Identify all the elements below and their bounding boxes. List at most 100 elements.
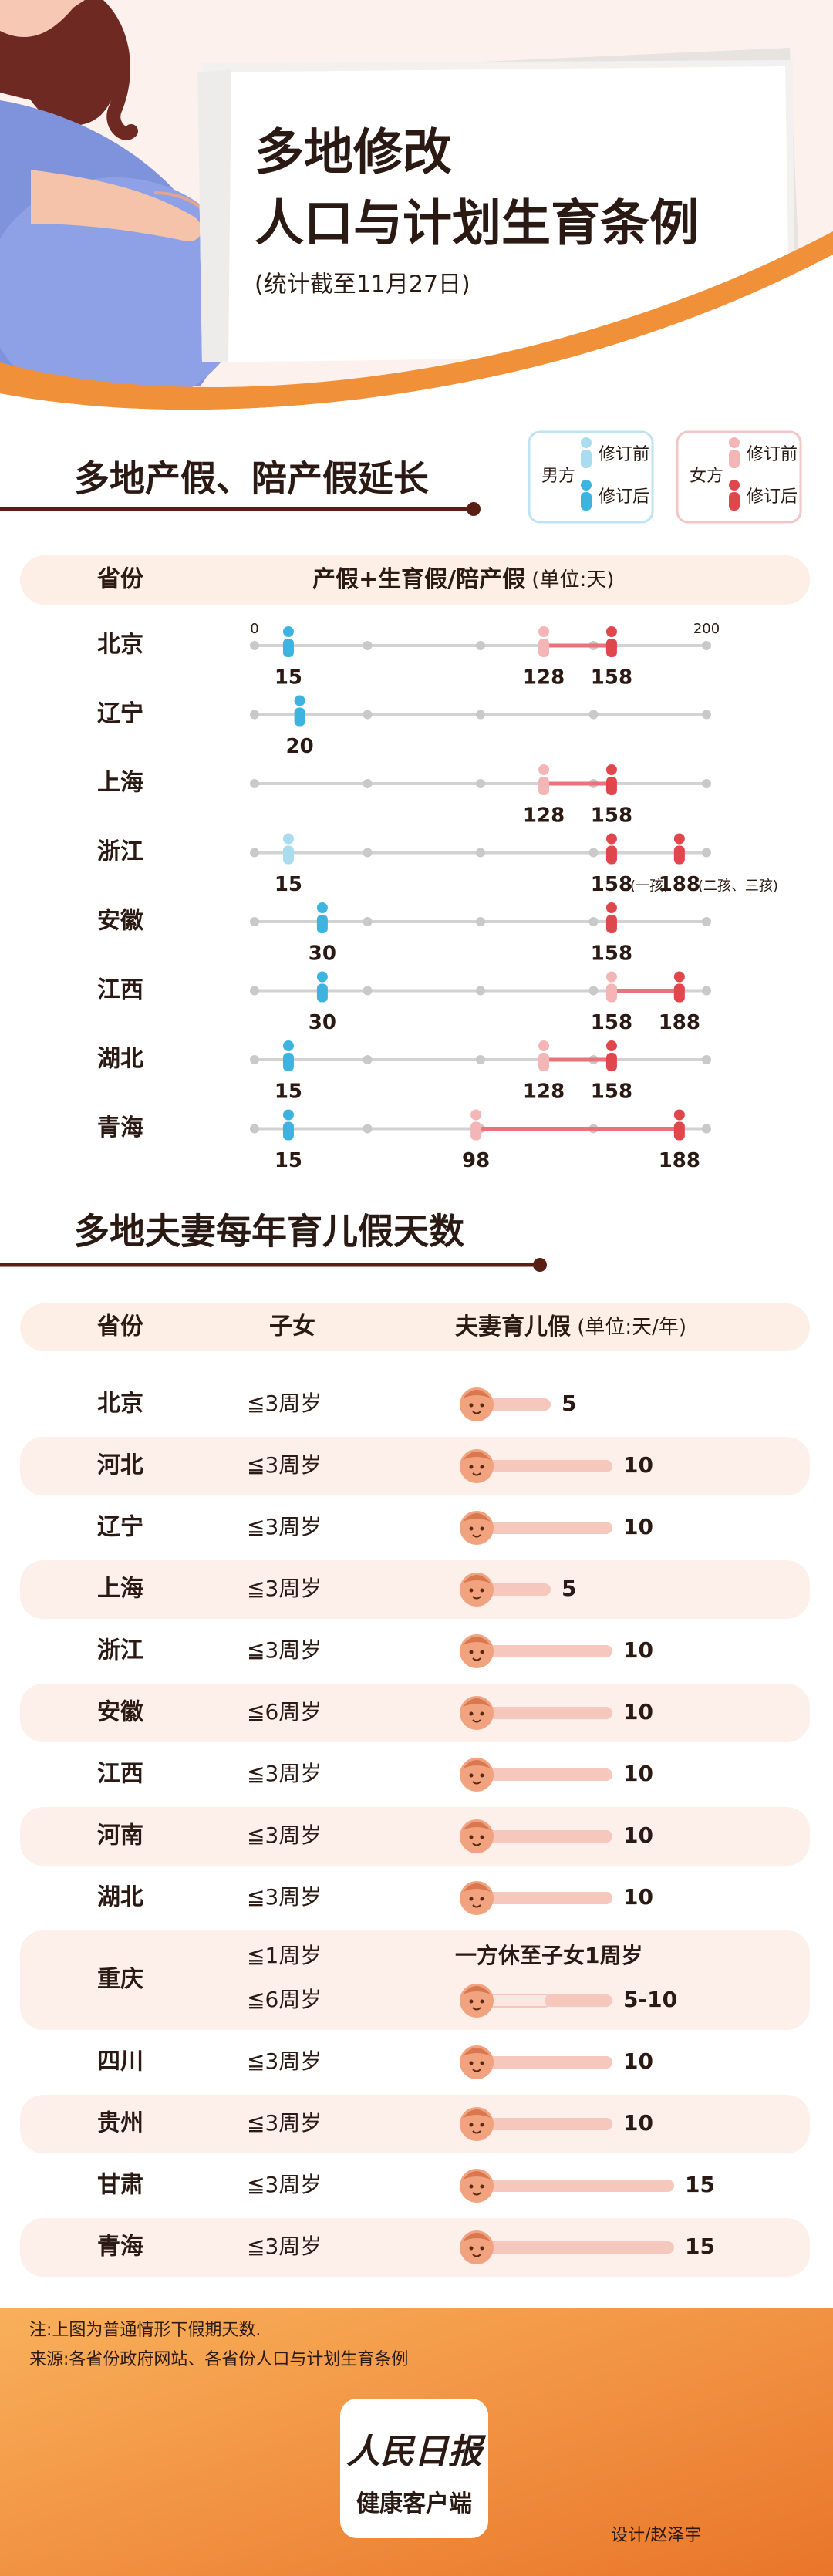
baby-mouth <box>472 1904 481 1908</box>
person-body <box>282 639 294 657</box>
track-dot <box>363 1055 373 1064</box>
province: 江西 <box>97 976 143 1003</box>
track-dot <box>250 1055 259 1064</box>
value-label: 10 <box>623 2110 653 2136</box>
baby-hair <box>463 2233 491 2241</box>
x-tick-label: 0 <box>250 621 258 637</box>
person-head <box>605 764 617 775</box>
person-marker <box>282 833 294 865</box>
bar <box>477 1398 551 1411</box>
province: 安徽 <box>97 1699 144 1726</box>
person-body <box>316 915 328 933</box>
children-age: ≦3周岁 <box>247 1514 322 1539</box>
row-background <box>20 1560 810 1619</box>
baby-icon <box>460 1573 494 1607</box>
person-head <box>282 626 294 637</box>
person-head <box>605 971 617 983</box>
column-header: 省份 <box>97 1313 143 1340</box>
baby-mouth <box>472 2254 481 2257</box>
track-dot <box>476 1055 485 1064</box>
row-background <box>20 1807 810 1866</box>
baby-icon <box>460 1696 494 1730</box>
column-header: 产假+生育假/陪产假 (单位:天) <box>312 566 614 593</box>
baby-eye <box>469 1711 474 1716</box>
value-label: 98 <box>462 1149 490 1172</box>
person-marker <box>282 1109 294 1141</box>
baby-eye <box>480 2123 484 2127</box>
unit: (单位:天/年) <box>571 1316 686 1339</box>
baby-icon <box>460 1387 494 1421</box>
person-head <box>729 480 740 491</box>
value-label: 30 <box>309 1011 336 1034</box>
person-marker <box>605 902 617 933</box>
track-dot <box>250 986 259 996</box>
value-label: 5 <box>562 1391 576 1416</box>
value-label: 10 <box>623 1699 653 1725</box>
value-label: 10 <box>623 1884 653 1910</box>
baby-mouth <box>472 1657 481 1661</box>
bar <box>477 2180 674 2192</box>
person-body <box>605 777 617 795</box>
track-dot <box>363 710 373 720</box>
column-header: 产假+生育假/陪产假 <box>312 566 525 593</box>
track-dot <box>363 986 373 996</box>
baby-icon <box>460 1758 494 1792</box>
baby-hair <box>463 2048 491 2056</box>
person-head <box>538 1040 550 1051</box>
baby-mouth <box>472 1596 481 1600</box>
track-dot <box>250 779 259 788</box>
value-label: 30 <box>309 942 336 966</box>
baby-eye <box>469 1403 474 1408</box>
province: 上海 <box>97 1576 143 1603</box>
baby-eye <box>480 2061 484 2065</box>
value-note: (二孩、三孩) <box>698 878 778 895</box>
legend-group-label: 女方 <box>690 467 723 486</box>
value-label: 158 <box>591 1081 632 1104</box>
value-label: 15 <box>685 2172 715 2197</box>
legend-label: 修订后 <box>747 487 798 507</box>
track-dot <box>476 848 485 858</box>
bar <box>477 1892 612 1904</box>
track-dot <box>476 779 485 788</box>
province: 辽宁 <box>97 700 143 727</box>
track-dot <box>250 641 259 650</box>
person-marker <box>282 626 294 657</box>
title-line: 多地修改 <box>255 125 452 182</box>
baby-mouth <box>472 2007 481 2011</box>
province: 甘肃 <box>97 2172 143 2199</box>
province: 北京 <box>97 632 143 659</box>
person-head <box>282 833 294 845</box>
person-marker <box>605 833 617 865</box>
baby-eye <box>480 1835 484 1839</box>
value-label: 15 <box>685 2234 715 2259</box>
track-dot <box>588 848 599 858</box>
legend-box <box>528 430 654 524</box>
baby-hair <box>463 1575 491 1583</box>
bar <box>477 2056 612 2069</box>
baby-eye <box>480 1773 484 1778</box>
children-age: ≦1周岁 <box>247 1943 322 1968</box>
person-head <box>673 971 685 983</box>
swoosh <box>0 231 833 410</box>
person-body <box>538 639 550 657</box>
province: 辽宁 <box>97 1514 143 1541</box>
track-dot <box>476 710 485 720</box>
person-marker <box>605 1040 617 1071</box>
track-dot <box>250 848 259 858</box>
bar <box>477 1522 612 1534</box>
track-dot <box>250 710 259 720</box>
track-dot <box>363 1124 373 1134</box>
baby-eye <box>480 1403 484 1408</box>
baby-eye <box>480 1465 484 1469</box>
province: 北京 <box>97 1391 143 1418</box>
person-marker <box>294 695 305 727</box>
table-header <box>20 555 810 605</box>
province: 江西 <box>97 1761 143 1788</box>
person-body <box>673 1121 685 1141</box>
baby-icon <box>460 2169 494 2203</box>
track-dot <box>702 641 711 650</box>
bar <box>477 1645 612 1657</box>
value-label: 188 <box>659 873 700 896</box>
baby-mouth <box>472 1472 481 1476</box>
